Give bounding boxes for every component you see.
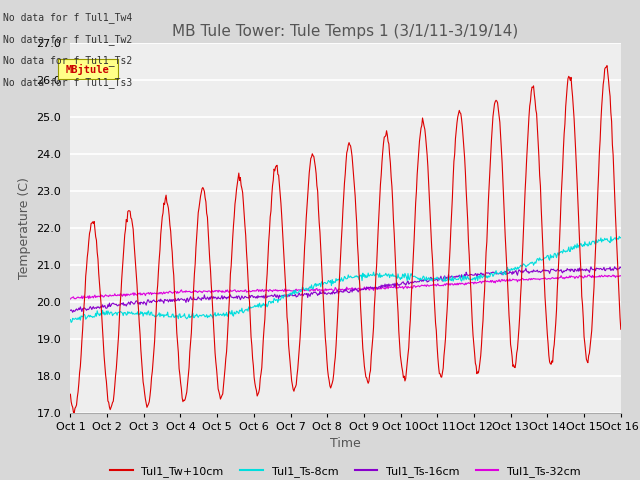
Text: No data for f Tul1_Ts3: No data for f Tul1_Ts3 [3,77,132,88]
Text: MBjtule: MBjtule [66,64,110,74]
Y-axis label: Temperature (C): Temperature (C) [18,177,31,279]
Text: No data for f Tul1_Tw4: No data for f Tul1_Tw4 [3,12,132,23]
X-axis label: Time: Time [330,437,361,450]
Text: No data for f Tul1_Tw2: No data for f Tul1_Tw2 [3,34,132,45]
Legend: Tul1_Tw+10cm, Tul1_Ts-8cm, Tul1_Ts-16cm, Tul1_Ts-32cm: Tul1_Tw+10cm, Tul1_Ts-8cm, Tul1_Ts-16cm,… [106,461,585,480]
Text: No data for f Tul1_Ts2: No data for f Tul1_Ts2 [3,55,132,66]
Title: MB Tule Tower: Tule Temps 1 (3/1/11-3/19/14): MB Tule Tower: Tule Temps 1 (3/1/11-3/19… [172,24,519,39]
